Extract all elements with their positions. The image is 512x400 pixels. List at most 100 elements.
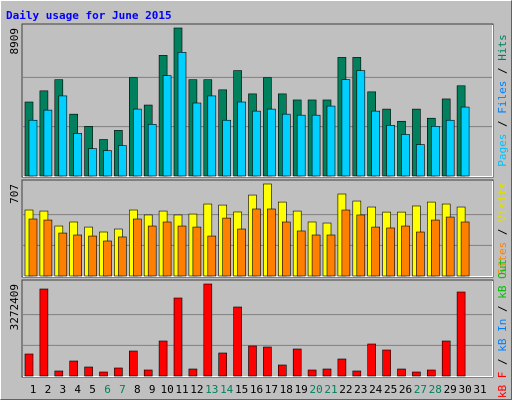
x-tick-label: 5 bbox=[89, 383, 96, 396]
bar bbox=[133, 108, 142, 177]
bar bbox=[401, 134, 410, 177]
bar bbox=[73, 133, 82, 177]
x-tick-label: 28 bbox=[429, 383, 442, 396]
bar bbox=[401, 225, 410, 277]
bar bbox=[341, 209, 351, 277]
bar bbox=[445, 216, 455, 277]
bar bbox=[296, 114, 306, 177]
x-tick-label: 14 bbox=[220, 383, 234, 396]
legend-separator: / bbox=[496, 222, 509, 242]
x-tick-label: 18 bbox=[280, 383, 293, 396]
bar bbox=[356, 70, 366, 177]
bar bbox=[356, 214, 366, 277]
bar bbox=[73, 234, 82, 277]
bar bbox=[103, 240, 112, 277]
bar bbox=[281, 113, 291, 177]
x-tick-label: 24 bbox=[369, 383, 383, 396]
x-tick-label: 23 bbox=[354, 383, 367, 396]
bar bbox=[162, 75, 172, 177]
x-tick-label: 26 bbox=[399, 383, 412, 396]
bar bbox=[54, 370, 64, 377]
bar bbox=[58, 95, 68, 177]
bar bbox=[69, 360, 78, 377]
bar bbox=[252, 208, 261, 277]
x-tick-label: 19 bbox=[295, 383, 308, 396]
bar bbox=[426, 369, 436, 377]
x-tick-label: 15 bbox=[235, 383, 248, 396]
legend: kB F / kB In / kB Out bbox=[496, 259, 509, 398]
x-tick-label: 8 bbox=[134, 383, 141, 396]
bar bbox=[24, 353, 34, 377]
bar bbox=[456, 291, 466, 377]
legend-entry: kB F bbox=[496, 372, 509, 399]
bar bbox=[371, 226, 381, 277]
bar bbox=[397, 368, 406, 377]
bar bbox=[28, 119, 38, 177]
bar bbox=[412, 371, 421, 377]
x-tick-label: 29 bbox=[444, 383, 457, 396]
x-tick-label: 20 bbox=[309, 383, 322, 396]
bar bbox=[192, 102, 202, 177]
bar bbox=[173, 297, 183, 377]
panel-highlight bbox=[23, 25, 493, 177]
bar bbox=[118, 145, 127, 177]
bar bbox=[326, 105, 336, 177]
bar bbox=[233, 306, 242, 377]
bar bbox=[248, 345, 257, 377]
bar bbox=[177, 225, 187, 277]
x-tick-label: 10 bbox=[160, 383, 173, 396]
x-tick-label: 1 bbox=[30, 383, 37, 396]
bar bbox=[341, 79, 351, 177]
chart-title: Daily usage for June 2015 bbox=[6, 9, 172, 22]
x-tick-label: 16 bbox=[250, 383, 263, 396]
x-tick-label: 25 bbox=[384, 383, 397, 396]
legend-entry: Hits bbox=[496, 34, 509, 61]
bar bbox=[237, 228, 246, 277]
x-tick-label: 27 bbox=[414, 383, 427, 396]
legend: Sites / Visits bbox=[496, 182, 509, 275]
panel bbox=[21, 279, 494, 378]
bar bbox=[367, 343, 377, 377]
bar bbox=[386, 227, 395, 277]
bar bbox=[352, 370, 362, 377]
y-tick-label: 8909 bbox=[8, 28, 21, 55]
x-tick-label: 21 bbox=[324, 383, 337, 396]
bar bbox=[88, 148, 97, 177]
bar bbox=[203, 283, 213, 377]
bar bbox=[263, 346, 272, 377]
bar bbox=[58, 232, 68, 277]
x-tick-label: 13 bbox=[205, 383, 218, 396]
bar bbox=[28, 218, 38, 277]
bar bbox=[296, 230, 306, 277]
bar bbox=[147, 124, 157, 177]
bar bbox=[39, 288, 49, 377]
bar bbox=[292, 348, 302, 377]
x-tick-label: 7 bbox=[119, 383, 126, 396]
bar bbox=[133, 218, 142, 277]
bar bbox=[386, 125, 395, 177]
bar bbox=[129, 350, 138, 377]
bar bbox=[177, 52, 187, 177]
bar bbox=[88, 235, 97, 277]
bar bbox=[322, 368, 332, 377]
bar bbox=[218, 352, 227, 377]
legend-entry: kB Out bbox=[496, 259, 509, 299]
bar bbox=[311, 114, 321, 177]
legend-separator: / bbox=[496, 299, 509, 319]
bar bbox=[430, 126, 440, 177]
bar bbox=[252, 110, 261, 177]
bar bbox=[43, 219, 53, 277]
panel-highlight bbox=[23, 281, 493, 377]
bar bbox=[460, 106, 470, 177]
bar bbox=[207, 235, 217, 277]
bar bbox=[267, 108, 276, 177]
legend-entry: Files bbox=[496, 81, 509, 114]
bar bbox=[143, 369, 153, 377]
bar bbox=[84, 366, 93, 377]
legend-entry: kB In bbox=[496, 319, 509, 352]
x-tick-label: 22 bbox=[339, 383, 352, 396]
x-tick-label: 11 bbox=[175, 383, 188, 396]
bar bbox=[441, 340, 451, 377]
